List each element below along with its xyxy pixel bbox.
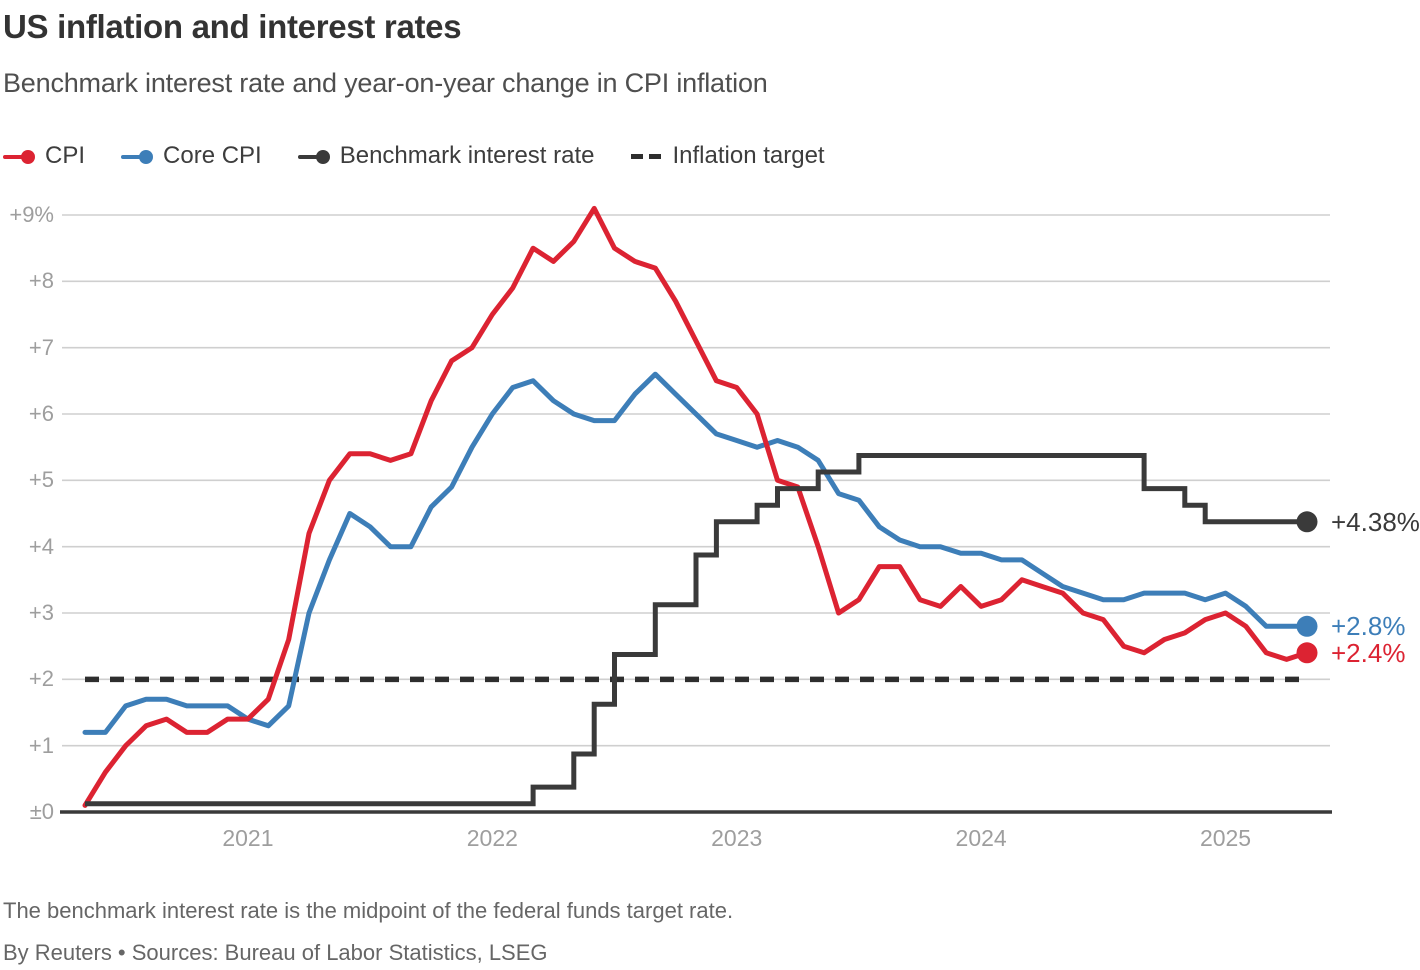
chart-subtitle: Benchmark interest rate and year-on-year… <box>3 68 768 98</box>
end-label-core-cpi: +2.8% <box>1331 611 1406 642</box>
legend-line <box>121 154 150 159</box>
y-tick-label: +1 <box>28 732 54 758</box>
legend-line <box>297 154 326 159</box>
legend-item-core-cpi: Core CPI <box>121 142 262 170</box>
legend-label: Core CPI <box>163 142 262 169</box>
legend-item-cpi: CPI <box>3 142 85 170</box>
y-tick-label: +3 <box>28 600 54 625</box>
legend-label: CPI <box>45 142 86 169</box>
line-dot-icon <box>3 149 35 164</box>
x-tick-label: 2025 <box>1199 825 1252 851</box>
chart-footnote: The benchmark interest rate is the midpo… <box>3 898 734 923</box>
y-tick-label: +9% <box>9 202 54 227</box>
legend-line <box>3 154 31 159</box>
core-cpi-end-dot <box>1296 615 1318 637</box>
x-tick-label: 2024 <box>955 825 1007 851</box>
y-tick-label: +4 <box>28 533 54 559</box>
benchmark-line <box>85 453 1307 807</box>
benchmark-end-dot <box>1296 511 1318 533</box>
legend-dash <box>648 153 661 159</box>
y-tick-label: +6 <box>28 401 54 426</box>
source-credit: By Reuters • Sources: Bureau of Labor St… <box>3 940 548 965</box>
y-tick-label: +2 <box>28 666 54 692</box>
x-tick-label: 2021 <box>222 825 274 851</box>
end-label-benchmark-interest-rate: +4.38% <box>1331 506 1420 537</box>
legend-dot <box>21 149 35 164</box>
cpi-end-dot <box>1296 642 1318 664</box>
line-dot-icon <box>297 149 330 164</box>
legend-dash <box>630 153 643 159</box>
legend-item-benchmark-interest-rate: Benchmark interest rate <box>297 142 595 170</box>
legend-label: Inflation target <box>672 142 825 169</box>
legend-label: Benchmark interest rate <box>339 142 595 169</box>
line-dot-icon <box>121 149 154 164</box>
chart-title: US inflation and interest rates <box>3 8 462 45</box>
cpi-line <box>82 205 1310 808</box>
legend-item-inflation-target: Inflation target <box>630 142 825 170</box>
dashed-line-icon <box>630 149 663 164</box>
legend: CPI Core CPI Benchmark interest rate Inflat… <box>3 142 825 170</box>
core-cpi-line <box>82 371 1310 735</box>
x-tick-label: 2023 <box>711 825 763 851</box>
y-tick-label: +8 <box>28 268 54 294</box>
y-tick-label: +7 <box>28 334 54 360</box>
y-tick-label: ±0 <box>29 799 54 824</box>
end-label-cpi: +2.4% <box>1331 637 1406 668</box>
legend-dot <box>315 149 330 164</box>
x-tick-label: 2022 <box>466 825 518 851</box>
legend-dot <box>139 149 154 164</box>
y-tick-label: +5 <box>28 467 54 493</box>
